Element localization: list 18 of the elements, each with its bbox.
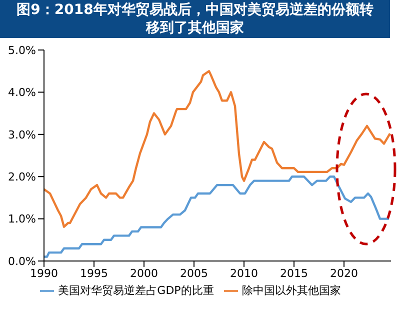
chart-title: 图9：2018年对华贸易战后，中国对美贸易逆差的份额转移到了其他国家 — [0, 0, 390, 38]
x-tick-label: 2015 — [280, 266, 308, 280]
x-tick-label: 2005 — [180, 266, 208, 280]
x-tick-label: 2010 — [230, 266, 258, 280]
y-tick-label: 3.0% — [8, 128, 36, 142]
x-tick-label: 2020 — [330, 266, 358, 280]
x-tick-label: 1995 — [80, 266, 108, 280]
y-tick-label: 2.0% — [8, 170, 36, 184]
y-tick-label: 4.0% — [8, 86, 36, 100]
legend-label: 除中国以外其他国家 — [242, 284, 341, 297]
y-tick-label: 5.0% — [8, 44, 36, 57]
legend-label: 美国对华贸易逆差占GDP的比重 — [58, 284, 214, 297]
x-tick-label: 2000 — [130, 266, 158, 280]
line-series — [44, 176, 390, 258]
x-tick-label: 1990 — [30, 266, 58, 280]
y-tick-label: 1.0% — [8, 212, 36, 226]
line-series — [44, 70, 391, 228]
y-tick-label: 0.0% — [8, 254, 36, 268]
